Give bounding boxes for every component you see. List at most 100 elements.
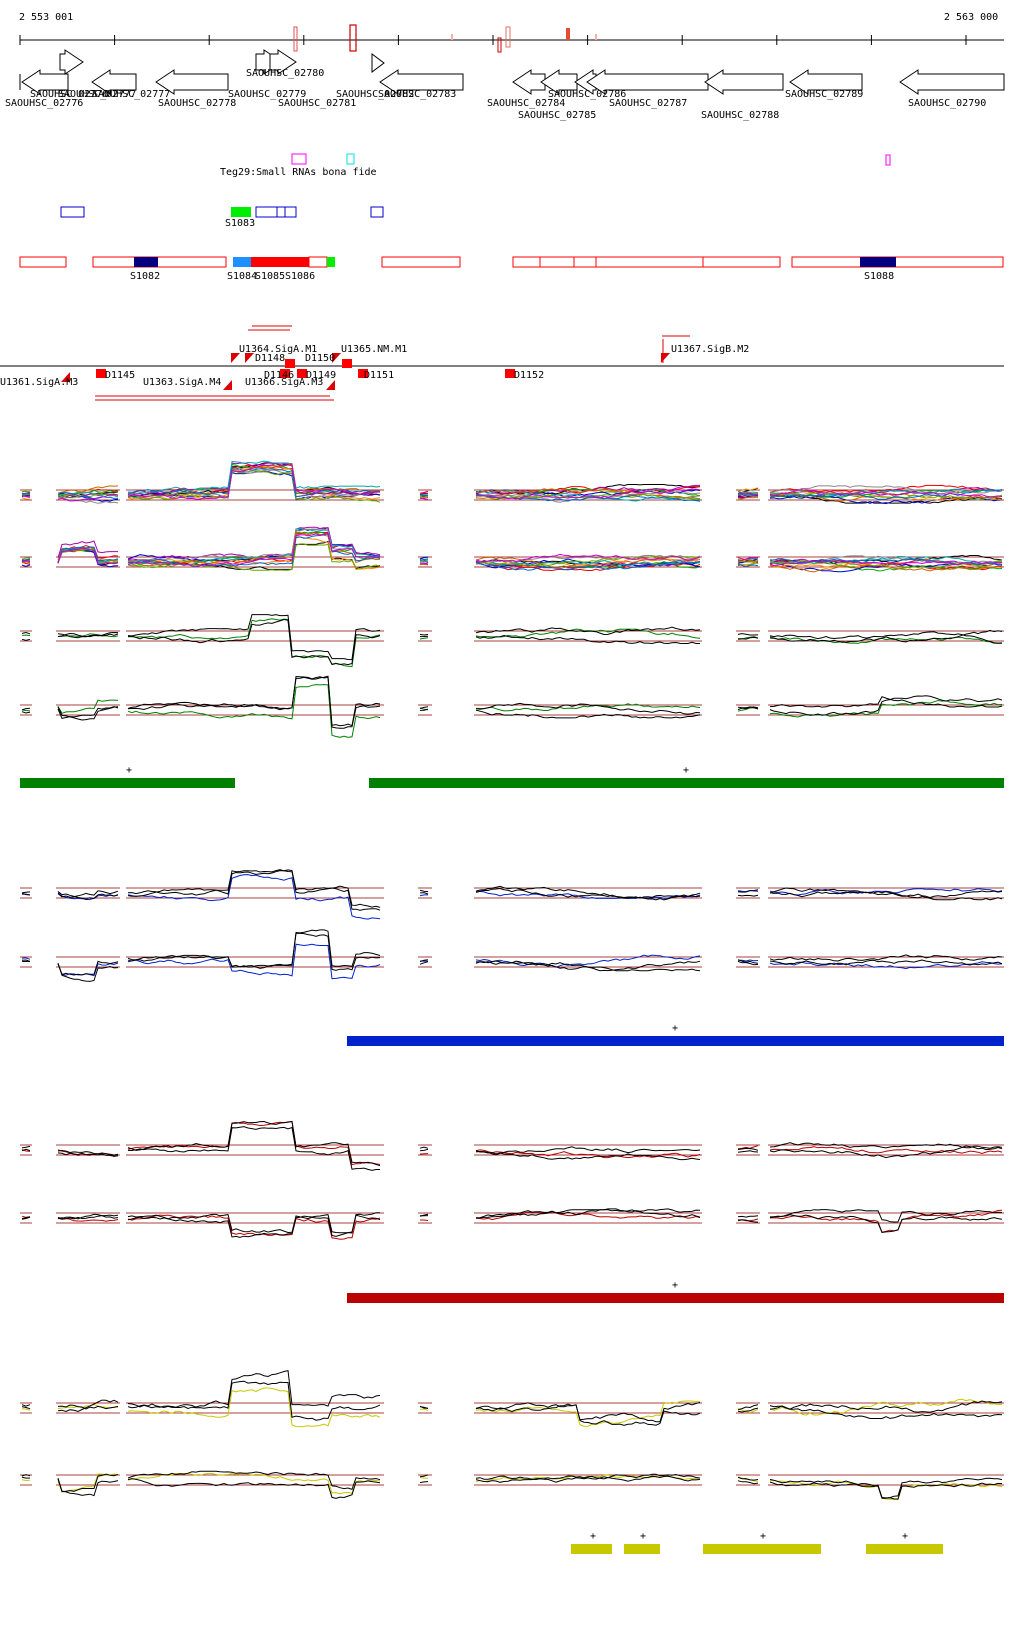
expression-trace — [22, 639, 30, 640]
expression-trace — [420, 634, 428, 635]
expression-trace — [420, 1220, 428, 1221]
gap-mask — [760, 922, 768, 1002]
expression-trace — [738, 895, 758, 896]
terminator-label: D1149 — [306, 370, 336, 381]
ruler-marker — [595, 34, 597, 40]
strand-bar — [703, 1544, 821, 1554]
expression-trace — [128, 620, 380, 665]
expression-trace — [22, 708, 30, 710]
gap-mask — [702, 1178, 736, 1258]
gene-label: SAOUHSC_02788 — [701, 110, 779, 121]
gap-mask — [432, 1368, 474, 1448]
terminator-label: D1151 — [364, 370, 394, 381]
ruler-end-label: 2 563 000 — [944, 12, 998, 23]
expression-trace — [420, 962, 428, 965]
promoter-flag — [661, 353, 670, 363]
terminator-label: D1152 — [514, 370, 544, 381]
blue-feature-box — [61, 207, 84, 217]
promoter-label: U1361.SigA.M3 — [0, 377, 78, 388]
gap-mask — [760, 1178, 768, 1258]
gap-mask — [120, 522, 126, 602]
gap-mask — [702, 522, 736, 602]
segment-box — [309, 257, 327, 267]
gene-label: SAOUHSC_02783 — [378, 89, 456, 100]
expression-trace — [22, 1480, 30, 1481]
expression-trace — [738, 1151, 758, 1153]
strand-marker: + — [590, 1531, 596, 1542]
strand-marker: + — [672, 1023, 678, 1034]
expression-trace — [22, 958, 30, 959]
expression-trace — [22, 710, 30, 711]
expression-trace — [420, 638, 428, 639]
expression-trace — [22, 712, 30, 713]
segment-label: S1082 — [130, 271, 160, 282]
expression-trace — [420, 1478, 428, 1479]
segment-label: S1088 — [864, 271, 894, 282]
gap-mask — [384, 670, 418, 750]
small-rna-label: Teg29:Small RNAs bona fide — [220, 167, 377, 178]
expression-trace — [770, 701, 1002, 718]
promoter-label: U1363.SigA.M4 — [143, 377, 221, 388]
gap-mask — [702, 1368, 736, 1448]
strand-bar — [624, 1544, 660, 1554]
expression-trace — [128, 1471, 380, 1489]
expression-trace — [128, 677, 380, 729]
expression-trace — [128, 1121, 380, 1165]
gap-mask — [32, 853, 56, 933]
gap-mask — [432, 670, 474, 750]
expression-trace — [770, 962, 1002, 969]
expression-trace — [22, 1477, 30, 1478]
gap-mask — [702, 922, 736, 1002]
segment-label: S1085 — [255, 271, 285, 282]
expression-trace — [58, 961, 118, 975]
strand-marker: + — [760, 1531, 766, 1542]
gap-mask — [432, 522, 474, 602]
segment-green — [231, 207, 251, 217]
expression-trace — [770, 637, 1002, 644]
expression-trace — [58, 1474, 118, 1492]
gap-mask — [384, 1178, 418, 1258]
gap-mask — [120, 1440, 126, 1520]
expression-trace — [738, 1216, 758, 1217]
gap-mask — [384, 1440, 418, 1520]
strand-bar — [20, 778, 235, 788]
promoter-label: U1365.NM.M1 — [341, 344, 407, 355]
gap-mask — [120, 670, 126, 750]
ruler-marker — [350, 25, 356, 51]
promoter-flag — [223, 380, 232, 390]
strand-bars: ++++++++ — [20, 765, 1004, 1554]
expression-trace — [128, 871, 380, 911]
gene-label-overlap: SAOUHSC_02777 — [58, 89, 136, 100]
strand-marker: + — [683, 765, 689, 776]
promoter-label: U1367.SigB.M2 — [671, 344, 749, 355]
expression-trace — [476, 891, 700, 898]
expression-trace — [770, 960, 1002, 965]
promoter-flag — [326, 380, 335, 390]
segment-track — [20, 257, 1003, 267]
blue-feature-box — [256, 207, 296, 217]
strand-bar — [347, 1293, 1004, 1303]
segment-light-blue — [233, 257, 251, 267]
terminator-box — [285, 359, 295, 368]
expression-trace — [770, 955, 1002, 961]
expression-trace — [738, 1148, 758, 1150]
gap-mask — [384, 522, 418, 602]
gap-mask — [32, 1178, 56, 1258]
expression-trace — [22, 1405, 30, 1406]
strand-marker: + — [640, 1531, 646, 1542]
blue-feature-row — [61, 207, 383, 217]
expression-trace — [128, 930, 380, 968]
gap-mask — [120, 596, 126, 676]
gap-mask — [432, 1440, 474, 1520]
gene-label: SAOUHSC_02787 — [609, 98, 687, 109]
expression-trace — [22, 1146, 30, 1148]
strand-bar — [369, 778, 1004, 788]
gap-mask — [120, 1178, 126, 1258]
expression-trace — [128, 875, 380, 920]
gap-mask — [384, 853, 418, 933]
gap-mask — [32, 922, 56, 1002]
segment-label: S1086 — [285, 271, 315, 282]
segment-box — [513, 257, 780, 267]
expression-trace — [420, 895, 428, 896]
